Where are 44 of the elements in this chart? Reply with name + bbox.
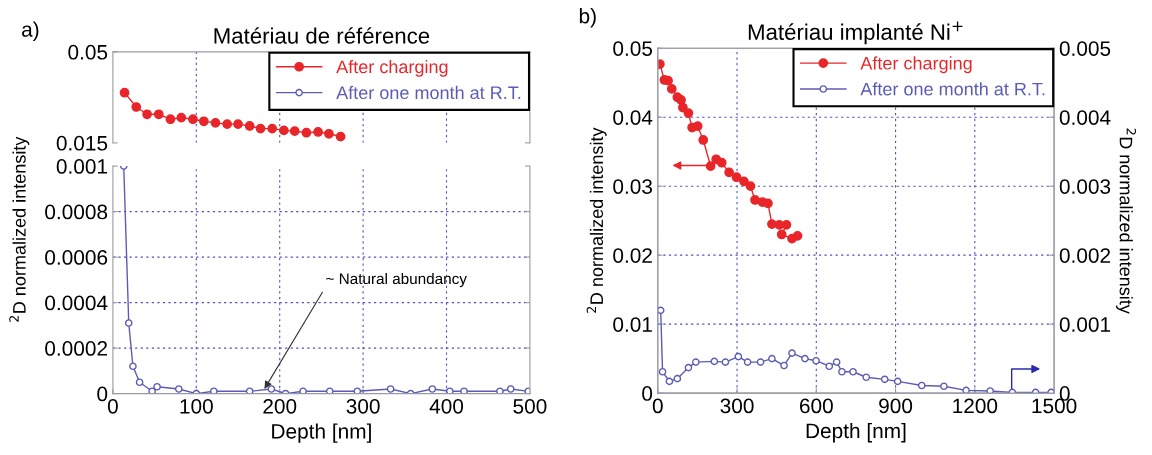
y2-tick-label: 0.002 xyxy=(1059,248,1111,263)
y-tick-label: 0.01 xyxy=(613,317,652,332)
y-tick-label: 0.03 xyxy=(613,179,653,194)
x-tick-label: 100 xyxy=(180,398,213,414)
x-tick-label: 600 xyxy=(799,398,833,414)
y-tick-label: 0.04 xyxy=(613,110,653,125)
x-tick-label: 500 xyxy=(513,398,547,414)
x-tick-label: 0 xyxy=(652,398,663,414)
x-tick-label: 400 xyxy=(429,398,464,414)
legend-label: After charging xyxy=(860,56,972,74)
y-tick-label: 0.0002 xyxy=(45,341,107,356)
y-tick-label: 0.05 xyxy=(68,44,108,60)
y-tick-label: 0 xyxy=(642,386,653,401)
x-axis-title: Depth [nm] xyxy=(806,422,906,443)
y-tick-label: 0.0008 xyxy=(45,204,108,220)
x-tick-label: 200 xyxy=(263,398,297,414)
y2-tick-label: 0.003 xyxy=(1059,179,1111,194)
legend-label: After one month at R.T. xyxy=(860,82,1045,96)
text: b) xyxy=(579,8,596,28)
x-tick-label: 300 xyxy=(720,398,754,414)
x-tick-label: 0 xyxy=(107,398,118,414)
chart-title: Matériau implanté Ni$^{+}$ xyxy=(748,21,963,45)
legend-label: After one month at R.T. xyxy=(336,85,521,100)
annotation: ~ Natural abundancy xyxy=(326,272,467,288)
y2-tick-label: 0.001 xyxy=(1059,317,1111,332)
x-axis-title: Depth [nm] xyxy=(272,423,371,443)
chart-title: Matériau de référence xyxy=(214,27,430,44)
y2-tick-label: 0.005 xyxy=(1059,41,1111,56)
y-tick-label: 0.001 xyxy=(56,159,108,174)
legend-label: After charging xyxy=(336,59,448,77)
y-axis-title: $^{2}$D normalized intensity xyxy=(586,127,607,313)
text: a) xyxy=(22,21,39,41)
y-tick-label: 0.05 xyxy=(613,41,653,56)
y-axis-title: $^{2}$D normalized intensity xyxy=(9,136,30,322)
y2-axis-title: $^{2}$D normalized intensity xyxy=(1116,128,1137,314)
y2-tick-label: 0.004 xyxy=(1059,110,1111,125)
x-tick-label: 900 xyxy=(879,398,913,414)
x-tick-label: 300 xyxy=(346,398,380,414)
y-tick-label: 0.0006 xyxy=(45,250,108,265)
y-tick-label: 0.0004 xyxy=(45,295,108,311)
y-tick-label: 0 xyxy=(97,386,108,402)
y-tick-label: 0.015 xyxy=(56,135,108,151)
x-tick-label: 1200 xyxy=(953,398,998,414)
y-tick-label: 0.02 xyxy=(613,248,652,263)
